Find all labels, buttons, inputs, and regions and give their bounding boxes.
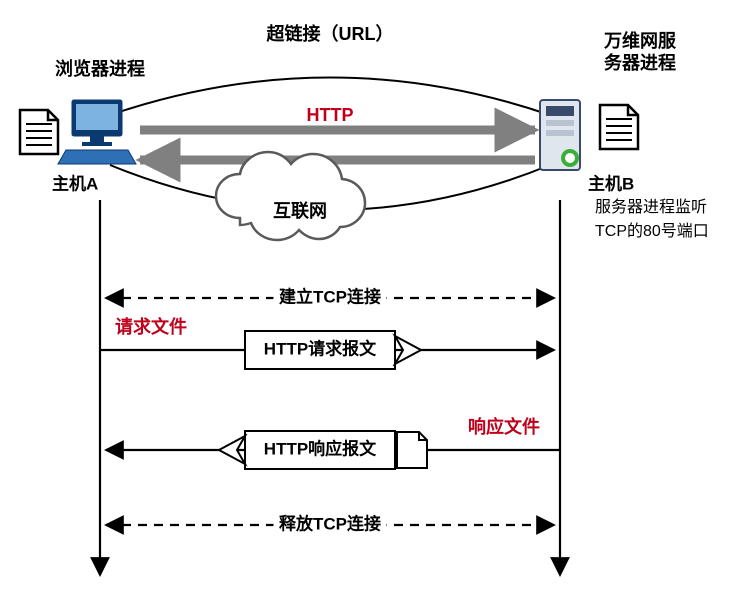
label-http-req: HTTP请求报文 — [264, 338, 377, 358]
label-host-a: 主机A — [52, 173, 98, 193]
server-icon — [540, 100, 580, 170]
cloud-icon — [216, 152, 365, 240]
doc-icon-right — [600, 105, 638, 149]
label-server-proc-1: 万维网服 — [603, 30, 677, 51]
label-http-resp: HTTP响应报文 — [264, 438, 377, 458]
label-resp-file: 响应文件 — [468, 416, 540, 437]
doc-icon-left — [20, 110, 58, 154]
label-http: HTTP — [307, 105, 354, 125]
label-internet: 互联网 — [273, 201, 327, 221]
label-req-file: 请求文件 — [115, 316, 187, 337]
label-host-b: 主机B — [588, 173, 634, 193]
resp-page-icon — [397, 432, 427, 468]
label-url-top: 超链接（URL） — [267, 23, 394, 44]
tcp-connect-line-label: 建立TCP连接 — [279, 286, 381, 306]
label-server-proc-2: 务器进程 — [604, 52, 676, 73]
label-browser-proc: 浏览器进程 — [55, 58, 145, 79]
label-listen-1: 服务器进程监听 — [595, 198, 707, 216]
tcp-release-line-label: 释放TCP连接 — [279, 513, 381, 533]
label-listen-2: TCP的80号端口 — [595, 222, 709, 240]
